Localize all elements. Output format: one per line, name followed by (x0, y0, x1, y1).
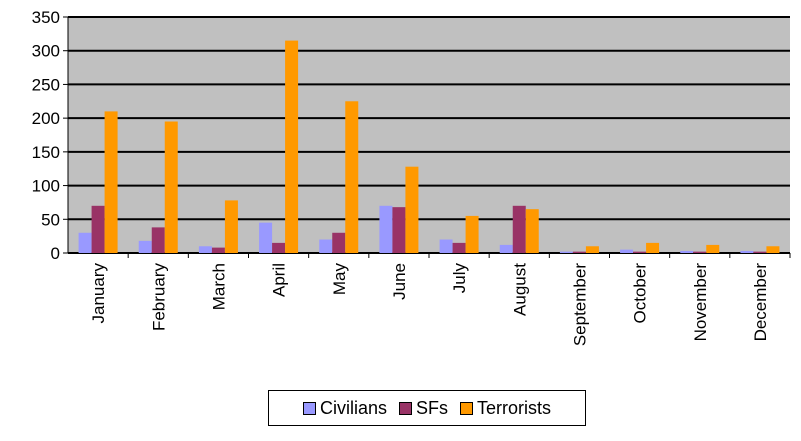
bar-terrorists-september (585, 246, 599, 253)
y-tick-label: 150 (32, 143, 60, 162)
bar-sfs-april (272, 242, 286, 253)
bar-terrorists-december (766, 246, 780, 253)
bar-terrorists-july (465, 215, 479, 253)
y-tick-label: 350 (32, 8, 60, 27)
x-tick-label: May (330, 263, 349, 296)
y-tick-label: 100 (32, 177, 60, 196)
x-tick-label: September (570, 263, 589, 346)
y-tick-label: 200 (32, 109, 60, 128)
y-tick-label: 300 (32, 42, 60, 61)
y-tick-label: 250 (32, 75, 60, 94)
x-tick-label: February (149, 263, 168, 332)
legend-label-sfs: SFs (416, 397, 449, 418)
legend-item-terrorists: Terrorists (460, 398, 551, 419)
bar-sfs-january (91, 205, 105, 253)
bar-civilians-november (680, 250, 694, 253)
x-tick-label: July (450, 263, 469, 294)
x-tick-label: November (691, 263, 710, 342)
bar-sfs-december (753, 251, 767, 253)
bar-terrorists-march (224, 200, 238, 253)
bar-civilians-august (499, 244, 513, 253)
legend-item-civilians: Civilians (302, 397, 387, 419)
bar-terrorists-may (345, 101, 359, 254)
x-tick-label: April (270, 263, 289, 297)
x-tick-label: December (751, 263, 770, 342)
bar-terrorists-june (405, 166, 419, 253)
bar-civilians-february (138, 240, 152, 253)
y-tick-label: 0 (51, 244, 60, 263)
bar-terrorists-november (706, 244, 720, 253)
bar-terrorists-october (646, 242, 660, 253)
bar-sfs-june (392, 207, 406, 253)
x-tick-label: January (89, 263, 108, 324)
legend-label-terrorists: Terrorists (477, 397, 552, 418)
bar-sfs-september (572, 251, 586, 253)
bar-civilians-march (198, 246, 212, 253)
bar-terrorists-january (104, 111, 118, 254)
x-tick-label: October (631, 263, 650, 324)
bar-sfs-march (211, 247, 225, 253)
bar-terrorists-february (164, 121, 178, 253)
bar-sfs-october (633, 251, 647, 253)
bar-civilians-july (439, 239, 453, 253)
bar-sfs-november (693, 251, 707, 253)
x-tick-label: June (390, 263, 409, 300)
bar-civilians-september (559, 251, 573, 253)
x-tick-label: August (510, 263, 529, 316)
bar-sfs-july (452, 242, 466, 253)
bar-sfs-august (512, 205, 526, 253)
legend-label-civilians: Civilians (319, 397, 387, 418)
bar-civilians-january (78, 232, 92, 253)
bar-civilians-may (319, 239, 333, 253)
y-tick-label: 50 (41, 210, 60, 229)
bar-civilians-december (740, 250, 754, 253)
plot-area (68, 17, 790, 253)
legend-swatch-terrorists (460, 401, 474, 415)
bar-civilians-june (379, 205, 393, 253)
bar-terrorists-august (525, 209, 539, 253)
legend-swatch-sfs (399, 401, 412, 415)
x-tick-label: March (209, 263, 228, 310)
legend: Civilians SFs Terrorists (268, 390, 586, 426)
legend-item-sfs: SFs (399, 398, 448, 419)
bar-terrorists-april (285, 40, 299, 253)
bar-sfs-february (151, 227, 165, 253)
legend-swatch-civilians (302, 401, 316, 415)
bar-civilians-october (620, 249, 634, 253)
bar-sfs-may (332, 232, 346, 253)
bar-civilians-april (259, 222, 273, 253)
